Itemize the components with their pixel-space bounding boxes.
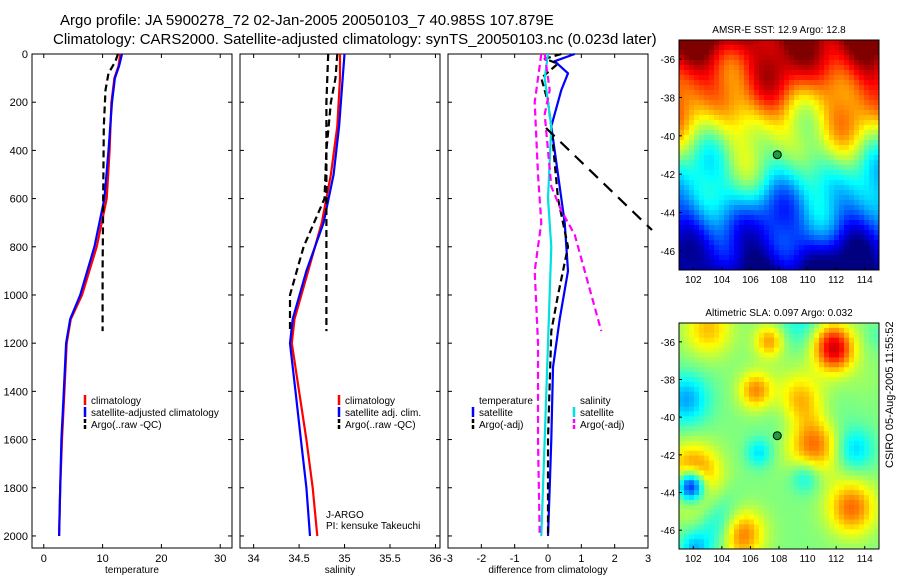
temperature-profile-ytick-label: 800 xyxy=(10,242,28,254)
difference-profile-xtick-label: 3 xyxy=(645,553,651,565)
difference-profile-series-2-line xyxy=(540,53,553,537)
sla-map-xtick-label: 104 xyxy=(714,554,731,565)
sla-map-ytick-label: -36 xyxy=(661,338,676,349)
temperature-profile-axes-box xyxy=(31,53,233,549)
sla-map-ytick-label: -38 xyxy=(661,376,676,387)
salinity-profile-axes-box xyxy=(239,53,441,549)
sal-legend-entry-1-label: satellite adj. clim. xyxy=(345,408,421,419)
difference-profile-series-4-line xyxy=(533,53,543,537)
temperature-profile-xtick-label: 30 xyxy=(214,553,226,565)
difference-profile-xtick-label: -3 xyxy=(443,553,453,565)
salinity-profile-xtick-label: 34.5 xyxy=(288,553,309,565)
temperature-profile-xtick-label: 10 xyxy=(96,553,108,565)
difference-profile-xlabel: difference from climatology xyxy=(488,565,607,576)
sla-map-xtick-label: 110 xyxy=(800,554,816,565)
sst-map-xtick-label: 108 xyxy=(771,275,788,286)
sla-map-xtick-label: 102 xyxy=(685,554,702,565)
creation-stamp: CSIRO 05-Aug-2005 11:55:52 xyxy=(884,321,896,468)
temperature-profile-series-2-line xyxy=(101,53,119,332)
salinity-profile-series-1-line xyxy=(288,53,346,537)
position-connector-line xyxy=(545,127,653,231)
diff-legend-temp-sat-label: satellite xyxy=(479,408,513,419)
temperature-profile-ytick-label: 200 xyxy=(10,97,28,109)
sla-map-ytick-label: -46 xyxy=(661,526,676,537)
sla-map-ytick-label: -42 xyxy=(661,451,676,462)
temperature-profile-ytick-label: 600 xyxy=(10,194,28,206)
sal-annotation-program: J-ARGO xyxy=(326,510,364,521)
temperature-profile-xlabel: temperature xyxy=(105,565,159,576)
temperature-profile-xtick-label: 20 xyxy=(155,553,167,565)
sst-map-ytick-label: -36 xyxy=(661,55,676,66)
sst-map-ytick-label: -40 xyxy=(661,132,676,143)
diff-legend-temp-header: temperature xyxy=(479,396,533,407)
difference-profile-xtick-label: 0 xyxy=(545,553,551,565)
sla-map-float-marker xyxy=(772,431,782,441)
diff-legend-sal-header: salinity xyxy=(580,396,611,407)
sst-map-xtick-label: 102 xyxy=(685,275,702,286)
temp-legend-entry-0-label: climatology xyxy=(91,396,141,407)
salinity-profile-series-0-line xyxy=(290,54,342,537)
difference-profile-series-3-line xyxy=(543,53,603,332)
sst-map-xtick-label: 114 xyxy=(857,275,873,286)
sst-map-ytick-label: -44 xyxy=(661,209,676,220)
salinity-profile-series-2-line xyxy=(288,53,339,332)
sst-map-field xyxy=(679,40,879,270)
temperature-profile-ytick-label: 1200 xyxy=(4,338,28,350)
temperature-profile-ytick-label: 1800 xyxy=(4,483,28,495)
salinity-profile-xtick-label: 35.5 xyxy=(379,553,400,565)
diff-legend-temp-argo-label: Argo(-adj) xyxy=(479,420,523,431)
salinity-profile-xtick-label: 35 xyxy=(338,553,350,565)
temperature-profile-xtick-label: 0 xyxy=(41,553,47,565)
salinity-profile-xlabel: salinity xyxy=(325,565,356,576)
sst-map-xtick-label: 106 xyxy=(742,275,759,286)
temp-legend-entry-2-label: Argo(..raw -QC) xyxy=(91,420,162,431)
sal-legend-entry-0-label: climatology xyxy=(345,396,395,407)
sla-map-xtick-label: 114 xyxy=(857,554,873,565)
sla-map-field xyxy=(679,323,879,549)
sst-map-xtick-label: 110 xyxy=(800,275,816,286)
diff-legend-sal-argo-label: Argo(-adj) xyxy=(580,420,624,431)
difference-profile-xtick-label: -2 xyxy=(476,553,486,565)
sla-map-ytick-label: -44 xyxy=(661,489,676,500)
sst-map-float-marker xyxy=(772,150,782,160)
temp-legend-entry-1-label: satellite-adjusted climatology xyxy=(91,408,219,419)
temperature-profile-ytick-label: 2000 xyxy=(4,531,28,543)
sst-map-ytick-label: -46 xyxy=(661,247,676,258)
difference-profile-xtick-label: -1 xyxy=(510,553,520,565)
sal-annotation-pi: PI: kensuke Takeuchi xyxy=(326,521,420,532)
temperature-profile-series-1-line xyxy=(58,53,124,537)
sst-map-ytick-label: -38 xyxy=(661,94,676,105)
salinity-profile-xtick-label: 34 xyxy=(248,553,260,565)
difference-profile-xtick-label: 1 xyxy=(578,553,584,565)
diff-legend-sal-sat-label: satellite xyxy=(580,408,614,419)
salinity-profile-series-3-line xyxy=(325,53,330,332)
sst-map-xtick-label: 112 xyxy=(828,275,844,286)
sla-map-xtick-label: 112 xyxy=(828,554,844,565)
temperature-profile-ytick-label: 0 xyxy=(22,49,28,61)
sal-legend-entry-2-label: Argo(..raw -QC) xyxy=(345,420,416,431)
sla-map-xtick-label: 108 xyxy=(771,554,788,565)
sst-map-ytick-label: -42 xyxy=(661,170,676,181)
sla-map-xtick-label: 106 xyxy=(742,554,759,565)
temperature-profile-ytick-label: 1600 xyxy=(4,435,28,447)
difference-profile-xtick-label: 2 xyxy=(612,553,618,565)
temperature-profile-ytick-label: 1400 xyxy=(4,386,28,398)
difference-profile-series-0-line xyxy=(546,52,576,537)
figure-title-line-1: Argo profile: JA 5900278_72 02-Jan-2005 … xyxy=(60,12,554,29)
figure-title-line-2: Climatology: CARS2000. Satellite-adjuste… xyxy=(53,31,657,48)
sst-map-title: AMSR-E SST: 12.9 Argo: 12.8 xyxy=(712,25,846,36)
salinity-profile-xtick-label: 36 xyxy=(429,553,441,565)
sla-map-title: Altimetric SLA: 0.097 Argo: 0.032 xyxy=(705,308,853,319)
temperature-profile-ytick-label: 1000 xyxy=(4,290,28,302)
temperature-profile-ytick-label: 400 xyxy=(10,145,28,157)
sst-map-xtick-label: 104 xyxy=(714,275,731,286)
sla-map-ytick-label: -40 xyxy=(661,413,676,424)
